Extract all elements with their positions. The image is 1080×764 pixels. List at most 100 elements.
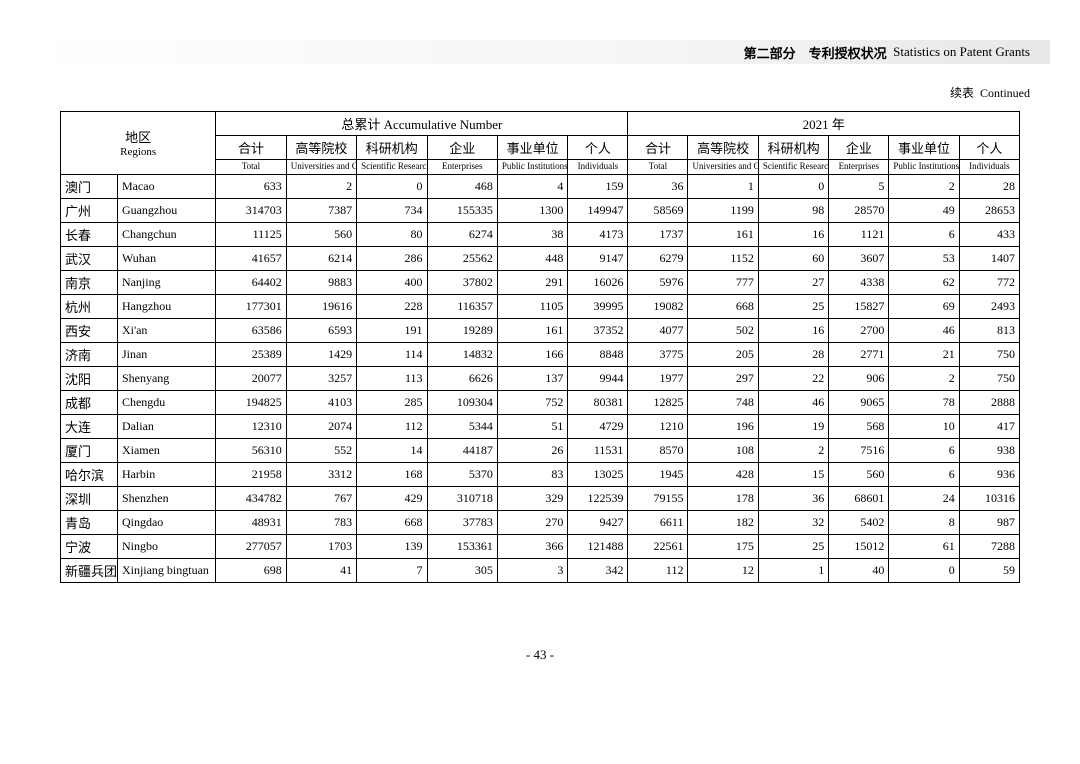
data-cell: 777 [688,270,758,294]
data-cell: 64402 [216,270,286,294]
data-cell: 98 [758,198,828,222]
region-name-cn: 厦门 [61,438,118,462]
data-cell: 1737 [628,222,688,246]
data-cell: 429 [357,486,427,510]
data-cell: 22 [758,366,828,390]
table-row: 青岛Qingdao4893178366837783270942766111823… [61,510,1020,534]
data-cell: 6593 [286,318,356,342]
table-row: 长春Changchun11125560806274384173173716116… [61,222,1020,246]
region-name-cn: 成都 [61,390,118,414]
data-cell: 19082 [628,294,688,318]
data-cell: 4173 [568,222,628,246]
data-cell: 12825 [628,390,688,414]
section-header: 第二部分 专利授权状况 Statistics on Patent Grants [30,40,1050,64]
data-cell: 668 [688,294,758,318]
data-cell: 5 [829,174,889,198]
data-cell: 297 [688,366,758,390]
data-cell: 1429 [286,342,356,366]
data-cell: 2 [889,366,959,390]
data-cell: 15012 [829,534,889,558]
table-row: 新疆兵团Xinjiang bingtuan6984173053342112121… [61,558,1020,582]
data-cell: 1199 [688,198,758,222]
region-name-cn: 宁波 [61,534,118,558]
data-cell: 182 [688,510,758,534]
region-name-en: Hangzhou [117,294,215,318]
region-name-en: Macao [117,174,215,198]
data-cell: 1945 [628,462,688,486]
header-group-year: 2021 年 [628,112,1020,136]
data-cell: 205 [688,342,758,366]
table-row: 大连Dalian12310207411253445147291210196195… [61,414,1020,438]
data-cell: 21 [889,342,959,366]
data-cell: 9065 [829,390,889,414]
data-cell: 83 [497,462,567,486]
statistics-table: 地区 Regions 总累计 Accumulative Number 2021 … [60,111,1020,583]
data-cell: 41 [286,558,356,582]
data-cell: 8570 [628,438,688,462]
data-cell: 0 [889,558,959,582]
data-cell: 25389 [216,342,286,366]
data-cell: 112 [628,558,688,582]
data-cell: 3607 [829,246,889,270]
section-title-en: Statistics on Patent Grants [893,44,1030,60]
data-cell: 14 [357,438,427,462]
data-cell: 752 [497,390,567,414]
table-row: 西安Xi'an635866593191192891613735240775021… [61,318,1020,342]
region-name-en: Xiamen [117,438,215,462]
region-name-cn: 杭州 [61,294,118,318]
table-header: 地区 Regions 总累计 Accumulative Number 2021 … [61,112,1020,175]
data-cell: 19616 [286,294,356,318]
region-name-en: Dalian [117,414,215,438]
data-cell: 633 [216,174,286,198]
data-cell: 552 [286,438,356,462]
data-cell: 6 [889,438,959,462]
data-cell: 417 [959,414,1019,438]
data-cell: 178 [688,486,758,510]
data-cell: 19289 [427,318,497,342]
data-cell: 25 [758,534,828,558]
data-cell: 668 [357,510,427,534]
data-cell: 1977 [628,366,688,390]
data-cell: 112 [357,414,427,438]
data-cell: 139 [357,534,427,558]
data-cell: 12 [688,558,758,582]
data-cell: 2700 [829,318,889,342]
data-cell: 428 [688,462,758,486]
page-number: - 43 - [0,647,1080,663]
data-cell: 2 [758,438,828,462]
data-cell: 46 [889,318,959,342]
data-cell: 149947 [568,198,628,222]
data-cell: 36 [628,174,688,198]
data-cell: 448 [497,246,567,270]
data-cell: 59 [959,558,1019,582]
data-cell: 5370 [427,462,497,486]
data-cell: 11531 [568,438,628,462]
region-name-en: Nanjing [117,270,215,294]
data-cell: 32 [758,510,828,534]
data-cell: 1407 [959,246,1019,270]
data-cell: 6611 [628,510,688,534]
data-cell: 28570 [829,198,889,222]
data-cell: 114 [357,342,427,366]
data-cell: 0 [357,174,427,198]
data-cell: 159 [568,174,628,198]
data-cell: 61 [889,534,959,558]
data-cell: 2888 [959,390,1019,414]
data-cell: 750 [959,342,1019,366]
data-cell: 19 [758,414,828,438]
data-cell: 285 [357,390,427,414]
data-cell: 10 [889,414,959,438]
data-cell: 58569 [628,198,688,222]
header-group-accumulative: 总累计 Accumulative Number [216,112,628,136]
data-cell: 25562 [427,246,497,270]
data-cell: 6274 [427,222,497,246]
data-cell: 108 [688,438,758,462]
data-cell: 7288 [959,534,1019,558]
data-cell: 1210 [628,414,688,438]
data-cell: 28 [758,342,828,366]
data-cell: 2 [286,174,356,198]
data-cell: 4338 [829,270,889,294]
region-name-cn: 深圳 [61,486,118,510]
data-cell: 24 [889,486,959,510]
data-cell: 7 [357,558,427,582]
